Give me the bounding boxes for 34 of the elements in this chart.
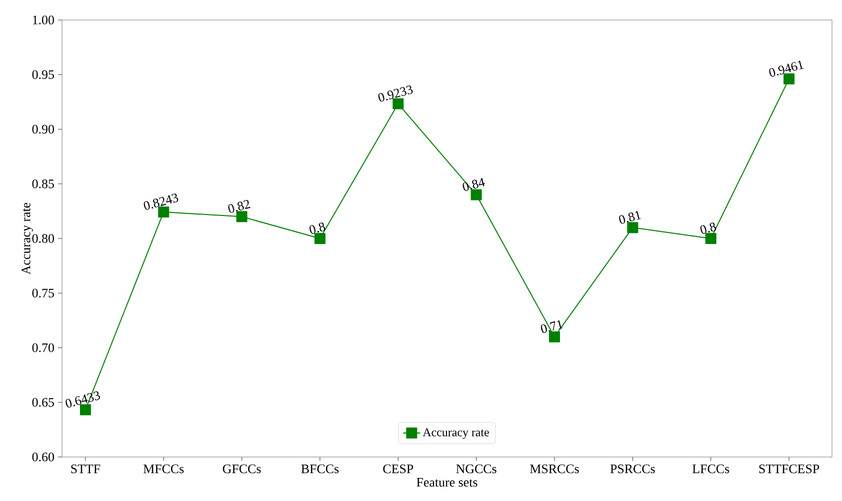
x-tick-label: PSRCCs — [610, 464, 655, 474]
x-tick-label: CESP — [383, 464, 414, 474]
y-tick-label: 0.75 — [32, 288, 54, 298]
data-label: 0.8243 — [144, 194, 178, 210]
y-axis-title: Accuracy rate — [22, 202, 33, 275]
legend-label: Accuracy rate — [422, 428, 489, 439]
data-label: 0.71 — [540, 320, 564, 333]
data-label: 0.9233 — [378, 85, 413, 102]
data-label: 0.8 — [700, 222, 716, 234]
x-tick-label: GFCCs — [222, 464, 261, 474]
y-tick-label: 0.65 — [32, 398, 54, 407]
x-tick-label: LFCCs — [692, 464, 730, 474]
x-tick-label: MSRCCs — [530, 464, 579, 474]
x-tick-label: STTF — [71, 464, 100, 474]
x-tick-label: MFCCs — [143, 464, 184, 474]
y-tick-label: 0.60 — [32, 452, 54, 462]
x-axis-title: Feature sets — [416, 478, 478, 487]
data-label: 0.8 — [310, 222, 326, 234]
y-tick-label: 0.95 — [32, 70, 54, 80]
y-tick-label: 1.00 — [32, 16, 54, 24]
x-tick-label: NGCCs — [456, 464, 496, 474]
y-tick-label: 0.70 — [32, 343, 54, 352]
data-label: 0.6433 — [66, 391, 100, 408]
data-label: 0.84 — [462, 178, 485, 191]
y-tick-label: 0.80 — [32, 234, 54, 243]
data-label: 0.9461 — [769, 60, 804, 77]
point — [705, 233, 716, 244]
data-label: 0.82 — [228, 200, 250, 213]
y-tick-label: 0.85 — [32, 179, 54, 188]
data-label: 0.81 — [619, 210, 642, 224]
x-tick-label: BFCCs — [301, 464, 339, 474]
y-tick-label: 0.90 — [32, 124, 54, 134]
point — [314, 233, 326, 244]
x-tick-label: STTFCESP — [759, 464, 820, 474]
